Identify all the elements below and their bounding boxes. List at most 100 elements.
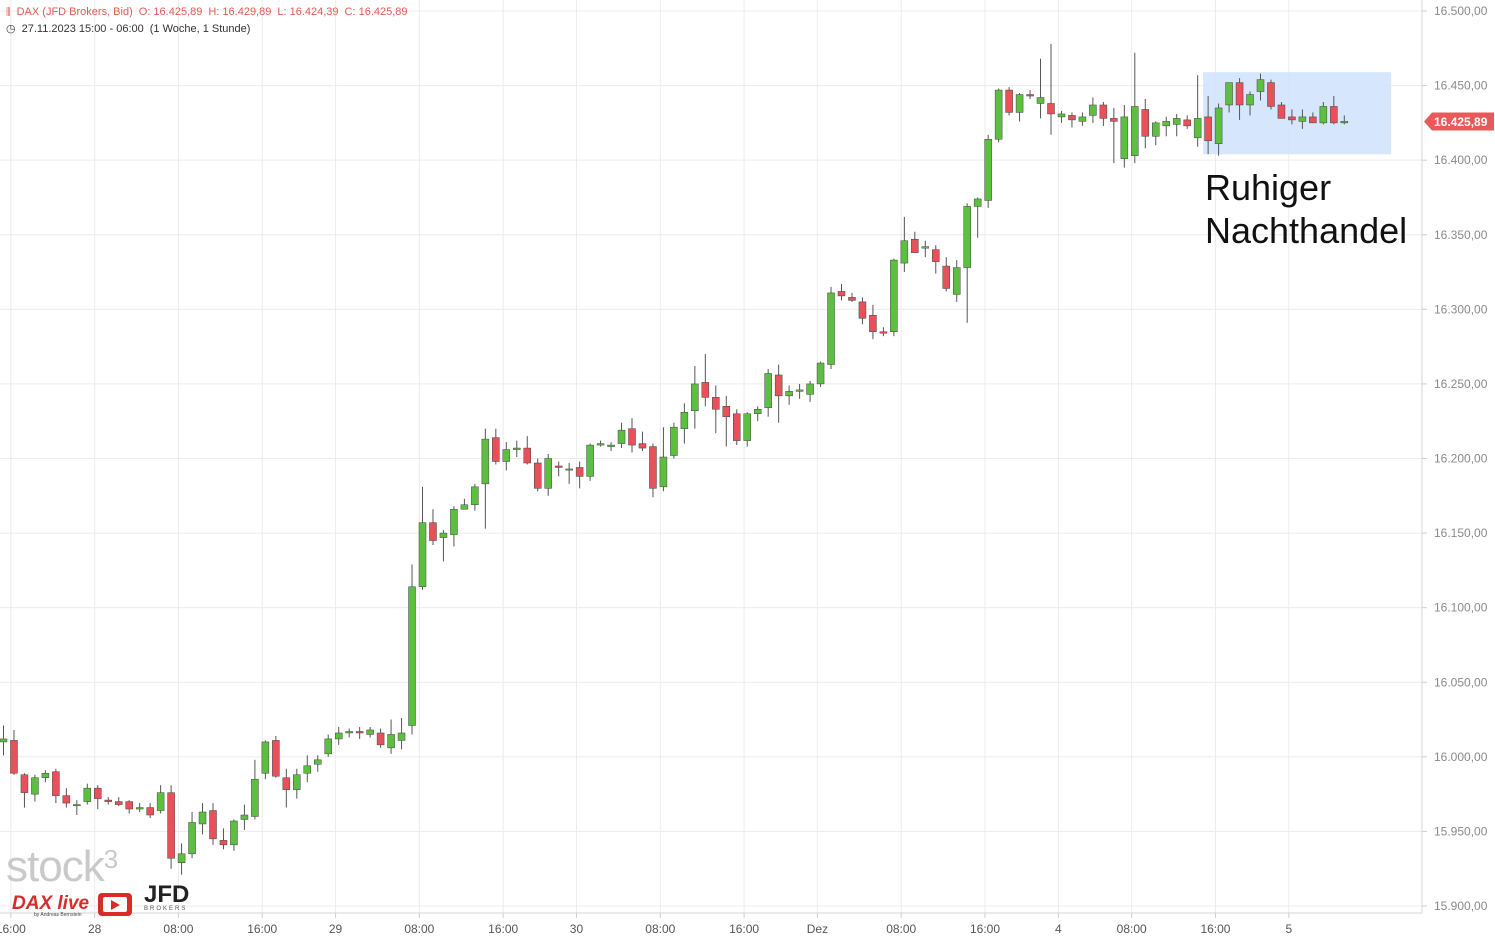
candle	[397, 718, 406, 750]
candle-body	[1298, 116, 1307, 122]
candle	[565, 462, 573, 484]
candle	[272, 735, 280, 778]
candle	[219, 828, 228, 850]
candle	[1141, 99, 1150, 149]
last-price-marker: 16.425,89	[1424, 112, 1494, 131]
candle-body	[20, 774, 29, 793]
candle	[73, 800, 81, 816]
annotation-line1: Ruhiger	[1205, 167, 1332, 208]
candle	[1015, 93, 1024, 122]
candle-body	[1172, 118, 1181, 125]
candle-body	[680, 412, 689, 429]
low-value: L: 16.424,39	[277, 6, 339, 18]
candle	[533, 458, 542, 492]
candle-body	[272, 740, 280, 777]
x-tick-label: 16:00	[247, 922, 277, 936]
candle	[135, 803, 144, 813]
candle-body	[481, 438, 490, 485]
candle-body	[942, 265, 950, 289]
candle	[366, 727, 374, 738]
candle-body	[691, 383, 699, 412]
candle	[649, 443, 657, 498]
candle-body	[513, 447, 521, 450]
last-price-label: 16.425,89	[1434, 115, 1488, 129]
candle	[114, 797, 123, 807]
candle	[282, 768, 291, 808]
candle	[0, 725, 8, 756]
candle-body	[858, 301, 867, 319]
candle	[146, 803, 154, 818]
candle-body	[911, 238, 919, 253]
candle-body	[251, 778, 259, 817]
candle-body	[429, 522, 437, 541]
candle	[31, 774, 39, 802]
candle-body	[952, 267, 961, 295]
candle-body	[1246, 94, 1254, 106]
candle	[544, 454, 552, 496]
candle	[1183, 115, 1191, 129]
candle-body	[544, 458, 552, 489]
candle	[1110, 107, 1118, 164]
candle-body	[575, 467, 584, 477]
candle-body	[209, 810, 217, 840]
candle	[1099, 101, 1108, 126]
candle-body	[261, 741, 270, 774]
candle-body	[1152, 122, 1160, 137]
candle-body	[471, 486, 479, 505]
candle	[10, 729, 18, 775]
candle-body	[73, 804, 81, 807]
candle	[858, 297, 867, 325]
candle	[1225, 82, 1233, 113]
candle	[617, 422, 626, 449]
candle	[156, 785, 165, 814]
candle-body	[701, 382, 710, 398]
x-tick-label: 08:00	[163, 922, 193, 936]
candle-body	[1162, 121, 1170, 127]
candle-body	[554, 465, 563, 468]
candle	[1068, 112, 1076, 128]
y-tick-label: 15.950,00	[1434, 824, 1488, 838]
candle-body	[408, 586, 416, 726]
x-tick-label: 5	[1285, 922, 1292, 936]
candle	[1288, 109, 1296, 125]
candle	[125, 800, 133, 814]
candle-body	[659, 456, 668, 488]
candle-body	[1235, 82, 1244, 106]
candle	[188, 812, 196, 859]
y-axis: 15.900,00 15.950,00 16.000,00 16.050,00 16.1…	[1422, 4, 1488, 913]
candle-body	[198, 811, 207, 825]
candle-body	[10, 740, 18, 774]
candle-body	[376, 732, 385, 746]
candle	[492, 428, 500, 465]
candle	[628, 418, 636, 453]
candle-body	[366, 729, 374, 735]
candle	[890, 258, 898, 337]
candle	[973, 197, 982, 238]
candle-body	[450, 508, 458, 535]
candle	[1172, 113, 1181, 137]
candle	[334, 727, 343, 745]
candle	[994, 88, 1003, 143]
candle	[209, 803, 217, 845]
highlight-box	[1203, 72, 1392, 155]
candle-body	[397, 732, 406, 741]
candle-body	[439, 532, 448, 538]
candle-body	[1141, 109, 1150, 137]
candle	[1057, 110, 1066, 123]
candle	[1309, 112, 1317, 124]
dax-live-subtitle: by Andreas Bernstein	[34, 912, 82, 918]
candle	[795, 383, 804, 399]
candle-body	[418, 522, 427, 588]
candle-body	[104, 799, 112, 802]
candle-body	[1267, 82, 1275, 107]
candle	[240, 804, 249, 830]
candle-body	[1225, 82, 1233, 106]
candle	[471, 483, 479, 511]
candle-body	[607, 444, 615, 447]
candle-body	[1193, 118, 1202, 139]
candle	[94, 785, 102, 810]
candle	[314, 755, 322, 772]
y-tick-label: 16.450,00	[1434, 79, 1488, 93]
candle	[303, 755, 312, 783]
